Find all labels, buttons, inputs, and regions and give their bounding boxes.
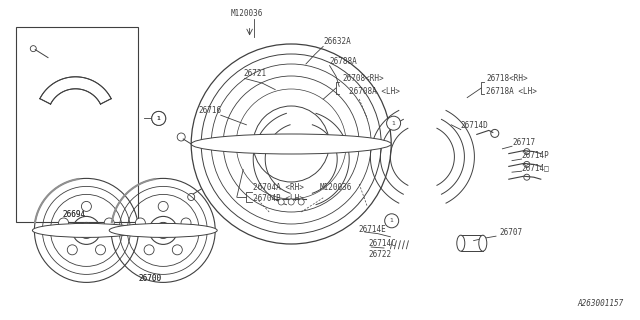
- Circle shape: [524, 161, 530, 167]
- Circle shape: [298, 199, 304, 205]
- Circle shape: [79, 222, 95, 238]
- Text: 1: 1: [390, 218, 394, 223]
- Circle shape: [81, 201, 92, 212]
- Circle shape: [188, 194, 195, 201]
- Circle shape: [59, 218, 68, 228]
- Ellipse shape: [457, 235, 465, 251]
- Text: 26722: 26722: [368, 250, 391, 259]
- Circle shape: [152, 111, 166, 125]
- Circle shape: [172, 245, 182, 255]
- Ellipse shape: [191, 134, 391, 154]
- Text: 26714D: 26714D: [461, 121, 488, 130]
- Text: A263001157: A263001157: [578, 299, 624, 308]
- Text: 26707: 26707: [499, 228, 522, 237]
- Circle shape: [387, 116, 401, 130]
- Circle shape: [278, 199, 284, 205]
- Text: 26694: 26694: [62, 210, 85, 219]
- Circle shape: [385, 214, 399, 228]
- Text: 26704A <RH>: 26704A <RH>: [253, 183, 303, 192]
- Circle shape: [158, 201, 168, 212]
- Text: 26714C: 26714C: [368, 239, 396, 248]
- Text: 26788A: 26788A: [330, 57, 357, 66]
- Text: 26694: 26694: [62, 210, 85, 219]
- Text: 26704B <LH>: 26704B <LH>: [253, 194, 303, 203]
- Text: 26708<RH>: 26708<RH>: [342, 74, 384, 83]
- Text: 26718A <LH>: 26718A <LH>: [486, 87, 537, 96]
- Text: 1: 1: [157, 116, 161, 121]
- Circle shape: [136, 218, 145, 228]
- Circle shape: [491, 129, 499, 137]
- Text: 26714E: 26714E: [358, 225, 386, 234]
- Circle shape: [156, 222, 172, 238]
- Text: 1: 1: [157, 116, 161, 121]
- Circle shape: [67, 245, 77, 255]
- Circle shape: [177, 133, 185, 141]
- Circle shape: [95, 245, 106, 255]
- Circle shape: [104, 218, 114, 228]
- Ellipse shape: [33, 223, 140, 237]
- Text: 26632A: 26632A: [323, 37, 351, 46]
- Text: 26716: 26716: [198, 106, 221, 115]
- Text: 1: 1: [392, 121, 396, 126]
- Ellipse shape: [109, 223, 217, 237]
- Text: M120036: M120036: [230, 9, 262, 18]
- Text: 26717: 26717: [512, 138, 535, 147]
- Circle shape: [288, 199, 294, 205]
- Text: M120036: M120036: [320, 183, 353, 192]
- Circle shape: [524, 148, 530, 155]
- Text: 26721: 26721: [243, 69, 266, 78]
- Text: 26718<RH>: 26718<RH>: [486, 74, 528, 83]
- Text: 26708A <LH>: 26708A <LH>: [349, 87, 399, 96]
- Circle shape: [152, 111, 166, 125]
- Text: 26700: 26700: [139, 274, 162, 283]
- Circle shape: [30, 46, 36, 52]
- Text: 26700: 26700: [139, 274, 162, 283]
- Circle shape: [524, 174, 530, 180]
- Text: 26714□: 26714□: [522, 163, 549, 172]
- Ellipse shape: [479, 235, 487, 251]
- Circle shape: [181, 218, 191, 228]
- Text: 26714P: 26714P: [522, 151, 549, 160]
- Bar: [16, 27, 138, 222]
- Circle shape: [144, 245, 154, 255]
